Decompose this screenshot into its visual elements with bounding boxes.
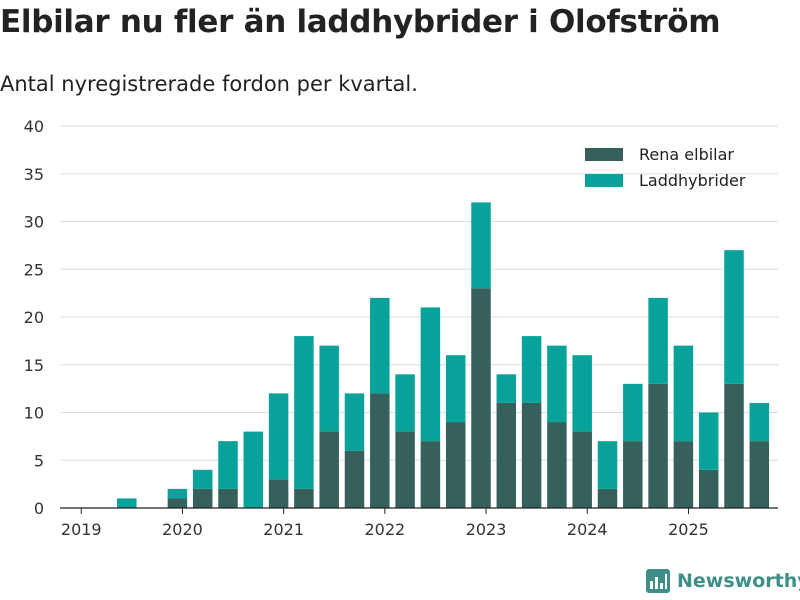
bar-laddhybrider <box>117 498 137 508</box>
bar-rena-elbilar <box>597 488 618 508</box>
chart-subtitle: Antal nyregistrerade fordon per kvartal. <box>0 72 418 96</box>
bar-laddhybrider <box>268 393 289 480</box>
x-tick-label: 2019 <box>61 520 102 539</box>
bar-laddhybrider <box>648 297 668 384</box>
bar-rena-elbilar <box>496 402 517 508</box>
bar-rena-elbilar <box>344 450 365 508</box>
bar-laddhybrider <box>471 202 491 289</box>
bar-rena-elbilar <box>521 402 542 508</box>
bar-rena-elbilar <box>192 488 213 508</box>
bar-rena-elbilar <box>167 498 188 508</box>
bar-laddhybrider <box>344 393 365 451</box>
y-tick-label: 5 <box>34 451 44 470</box>
y-tick-label: 30 <box>24 213 44 232</box>
bar-rena-elbilar <box>547 422 567 508</box>
y-tick-label: 10 <box>24 404 44 423</box>
x-tick-label: 2025 <box>668 520 709 539</box>
bar-laddhybrider <box>572 355 592 432</box>
bar-laddhybrider <box>218 441 238 489</box>
bar-rena-elbilar <box>294 488 314 508</box>
bar-laddhybrider <box>370 297 390 394</box>
x-tick-label: 2021 <box>263 520 304 539</box>
bar-rena-elbilar <box>673 441 694 508</box>
bar-rena-elbilar <box>749 441 770 508</box>
bar-laddhybrider <box>294 336 314 489</box>
bar-rena-elbilar <box>445 422 466 508</box>
x-axis: 2019 2020 2021 2022 2023 2024 2025 <box>60 507 778 539</box>
x-tick-label: 2023 <box>466 520 507 539</box>
bar-laddhybrider <box>445 355 466 423</box>
bar-laddhybrider <box>749 402 770 442</box>
bar-rena-elbilar <box>370 393 390 508</box>
y-tick-label: 0 <box>34 499 44 518</box>
legend-label: Rena elbilar <box>639 145 734 164</box>
bar-laddhybrider <box>496 374 517 403</box>
y-tick-label: 25 <box>24 260 44 279</box>
bar-rena-elbilar <box>471 288 491 508</box>
legend-label: Laddhybrider <box>639 171 746 190</box>
bar-laddhybrider <box>521 336 542 403</box>
chart-title: Elbilar nu fler än laddhybrider i Olofst… <box>0 4 721 40</box>
y-tick-label: 15 <box>24 356 44 375</box>
bar-laddhybrider <box>547 345 567 423</box>
bars <box>117 202 770 508</box>
bar-laddhybrider <box>673 345 694 442</box>
y-tick-label: 20 <box>24 308 44 327</box>
bar-rena-elbilar <box>698 469 719 508</box>
newsworthy-logo: Newsworthy <box>645 568 800 594</box>
x-tick-label: 2020 <box>162 520 203 539</box>
bar-rena-elbilar <box>395 431 415 508</box>
legend: Rena elbilar Laddhybrider <box>585 145 746 190</box>
bar-rena-elbilar <box>420 441 441 508</box>
brand-name: Newsworthy <box>677 570 800 592</box>
bar-rena-elbilar <box>572 431 592 508</box>
bar-laddhybrider <box>623 383 643 442</box>
bar-rena-elbilar <box>218 488 238 508</box>
bar-laddhybrider <box>319 345 339 432</box>
x-tick-label: 2024 <box>567 520 608 539</box>
bar-laddhybrider <box>243 431 264 508</box>
bar-laddhybrider <box>698 412 719 470</box>
bar-laddhybrider <box>724 250 744 384</box>
bar-rena-elbilar <box>648 383 668 508</box>
bar-rena-elbilar <box>268 479 289 508</box>
bar-laddhybrider <box>167 488 188 499</box>
y-axis-ticks: 0 5 10 15 20 25 30 35 40 <box>24 117 44 518</box>
y-tick-label: 35 <box>24 165 44 184</box>
x-tick-label: 2022 <box>365 520 406 539</box>
bar-chart-icon <box>646 569 670 593</box>
bar-rena-elbilar <box>319 431 339 508</box>
bar-laddhybrider <box>395 374 415 432</box>
legend-swatch <box>585 174 623 187</box>
bar-rena-elbilar <box>724 383 744 508</box>
bar-rena-elbilar <box>623 441 643 508</box>
y-tick-label: 40 <box>24 117 44 136</box>
bar-laddhybrider <box>420 307 441 442</box>
bar-laddhybrider <box>192 469 213 489</box>
bar-laddhybrider <box>597 441 618 489</box>
legend-swatch <box>585 148 623 161</box>
